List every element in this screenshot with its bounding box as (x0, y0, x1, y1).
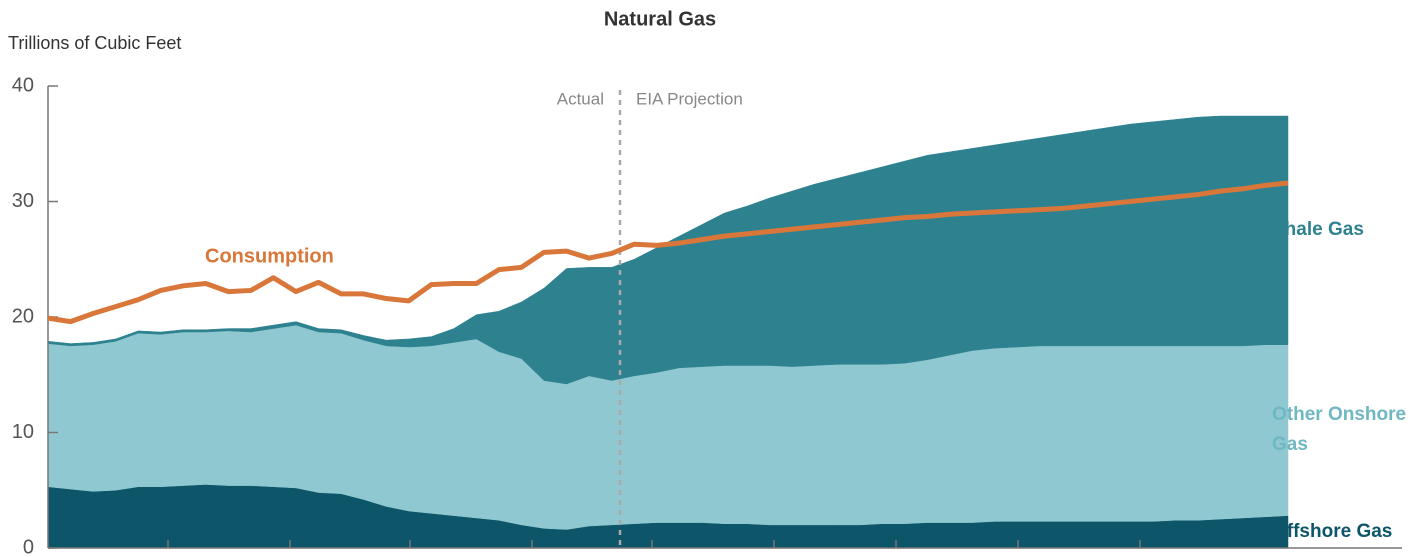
annotation: EIA Projection (636, 89, 743, 108)
y-tick-label: 0 (23, 536, 34, 557)
series-label: Other Onshore Gas (1272, 404, 1407, 456)
y-tick-label: 40 (12, 74, 34, 96)
y-tick-label: 10 (12, 421, 34, 443)
series-label: Shale Gas (1272, 219, 1364, 241)
y-tick-label: 20 (12, 305, 34, 327)
series-label: Consumption (205, 245, 334, 267)
y-tick-label: 30 (12, 190, 34, 212)
y-axis-label: Trillions of Cubic Feet (8, 33, 181, 53)
area (47, 115, 1289, 385)
annotation: Actual (557, 89, 604, 108)
series-label: Offshore Gas (1272, 520, 1393, 542)
chart-title: Natural Gas (604, 8, 716, 30)
line (47, 180, 1289, 325)
